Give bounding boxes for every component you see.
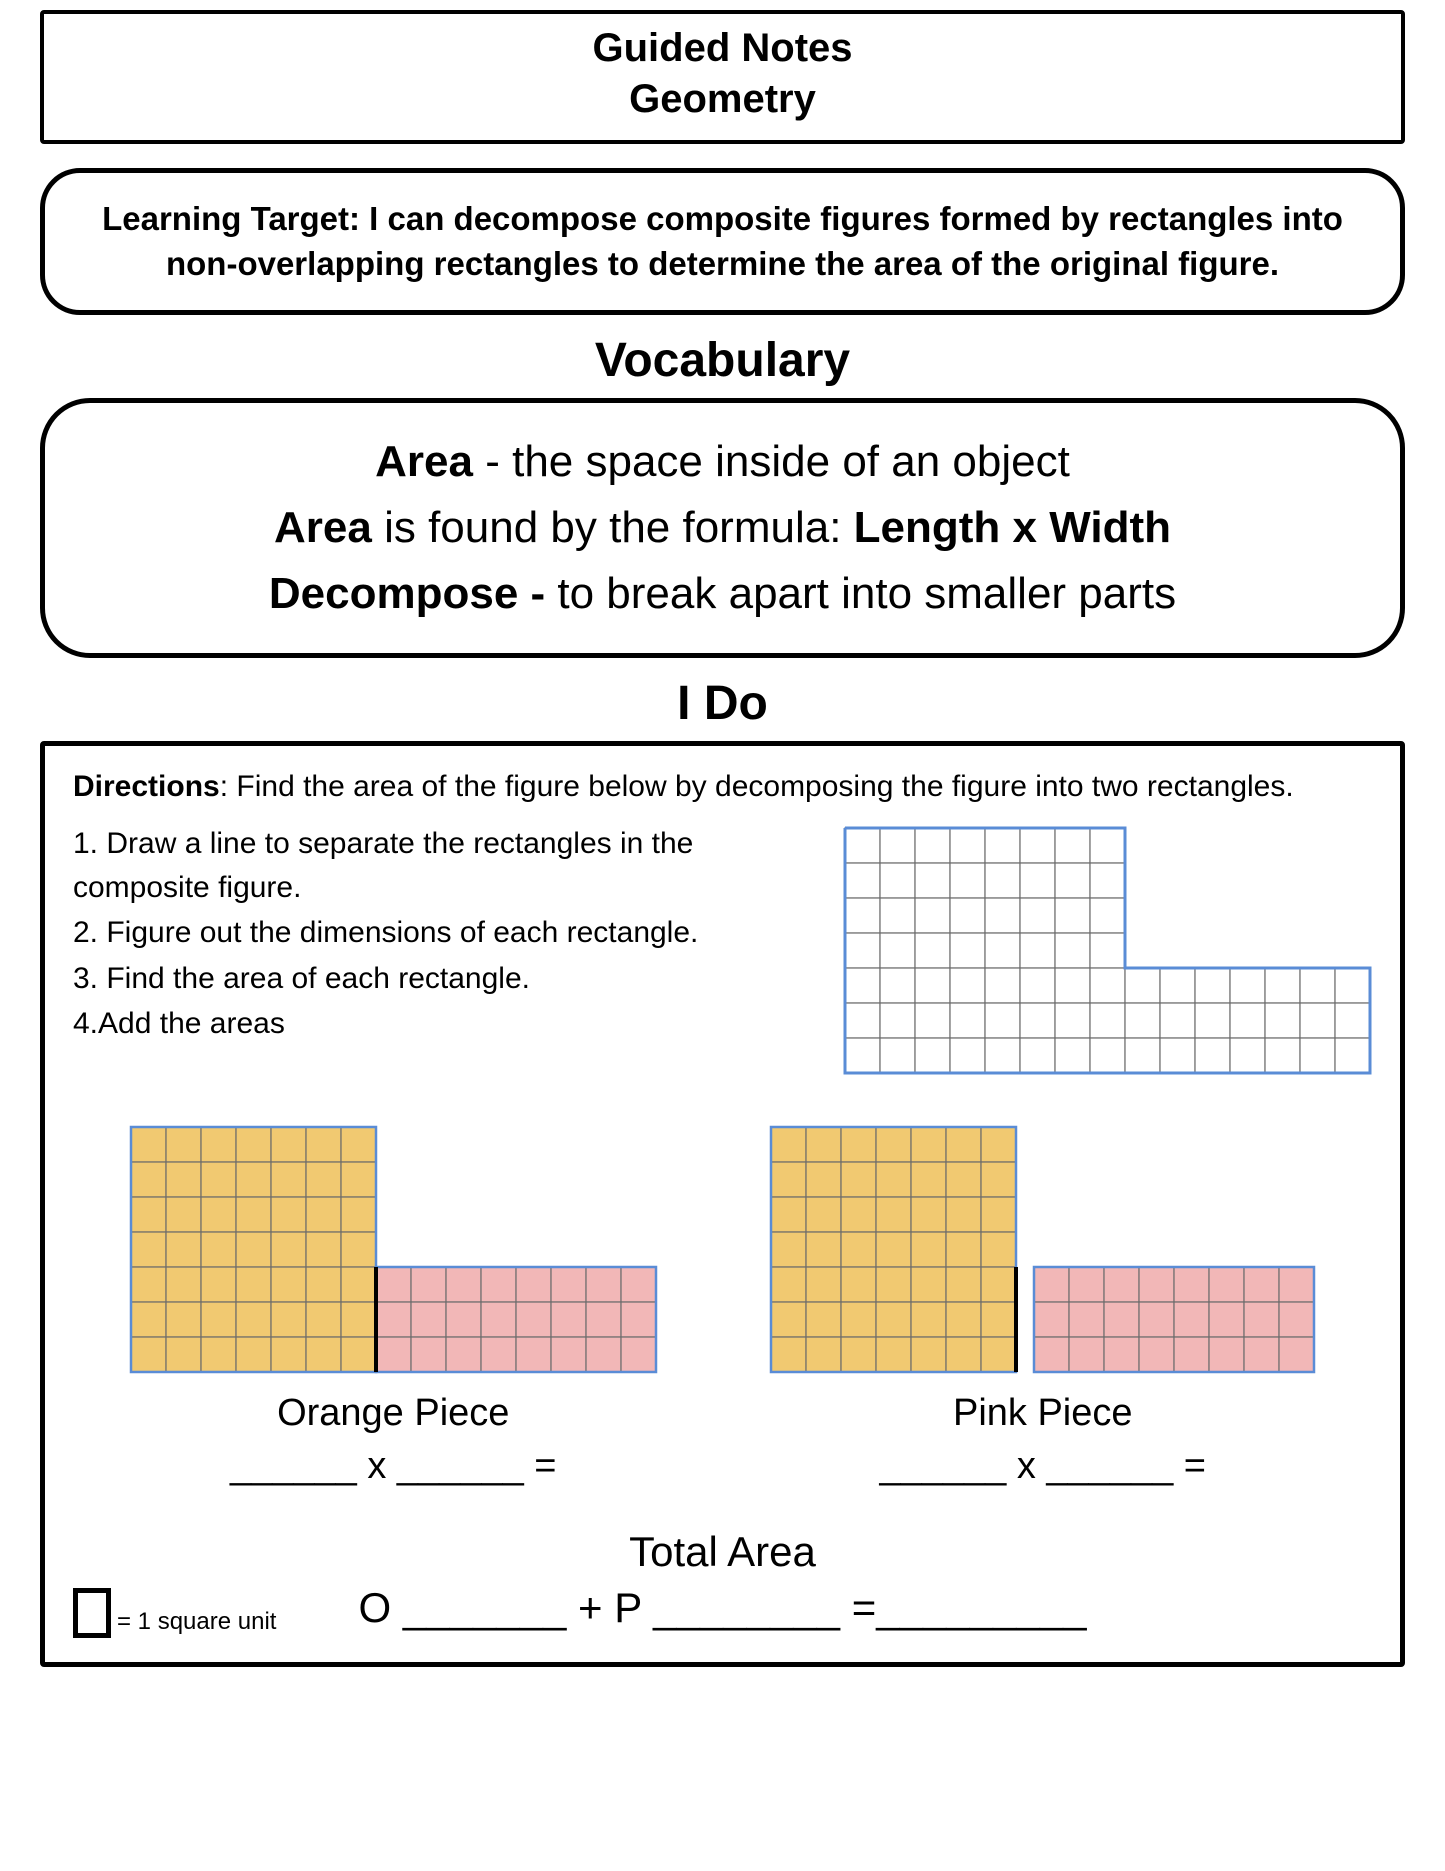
step-2: 2. Figure out the dimensions of each rec… [73, 911, 803, 955]
steps-list: 1. Draw a line to separate the rectangle… [73, 822, 803, 1075]
header-line1: Guided Notes [44, 26, 1401, 71]
orange-blank: ______ x ______ = [129, 1445, 658, 1488]
header-line2: Geometry [44, 77, 1401, 122]
pink-label: Pink Piece [769, 1392, 1316, 1435]
legend-square-icon [73, 1588, 111, 1638]
ido-heading: I Do [40, 676, 1405, 731]
header-box: Guided Notes Geometry [40, 10, 1405, 144]
directions: Directions: Find the area of the figure … [73, 770, 1372, 804]
vocab-area-def: - the space inside of an object [473, 437, 1070, 486]
vocab-area-term2: Area [274, 503, 372, 552]
learning-target-text: Learning Target: I can decompose composi… [102, 200, 1343, 282]
total-label: Total Area [73, 1528, 1372, 1576]
legend: = 1 square unit [73, 1588, 276, 1638]
directions-label: Directions [73, 770, 220, 803]
vocab-area-term: Area [375, 437, 473, 486]
orange-piece-block: Orange Piece ______ x ______ = [129, 1125, 658, 1488]
vocab-heading: Vocabulary [40, 333, 1405, 388]
directions-text: : Find the area of the figure below by d… [220, 770, 1294, 803]
vocab-area-formula-pre: is found by the formula: [372, 503, 854, 552]
outline-figure [843, 822, 1372, 1075]
step-4: 4.Add the areas [73, 1002, 803, 1046]
ido-box: Directions: Find the area of the figure … [40, 741, 1405, 1667]
learning-target-box: Learning Target: I can decompose composi… [40, 168, 1405, 315]
step-3: 3. Find the area of each rectangle. [73, 957, 803, 1001]
legend-text: = 1 square unit [117, 1608, 276, 1638]
pink-blank: ______ x ______ = [769, 1445, 1316, 1488]
vocab-box: Area - the space inside of an object Are… [40, 398, 1405, 658]
step-1: 1. Draw a line to separate the rectangle… [73, 822, 803, 909]
vocab-decompose-term: Decompose - [269, 569, 558, 618]
pink-piece-block: Pink Piece ______ x ______ = [769, 1125, 1316, 1488]
orange-label: Orange Piece [129, 1392, 658, 1435]
vocab-decompose-def: to break apart into smaller parts [557, 569, 1176, 618]
vocab-area-formula: Length x Width [854, 503, 1171, 552]
